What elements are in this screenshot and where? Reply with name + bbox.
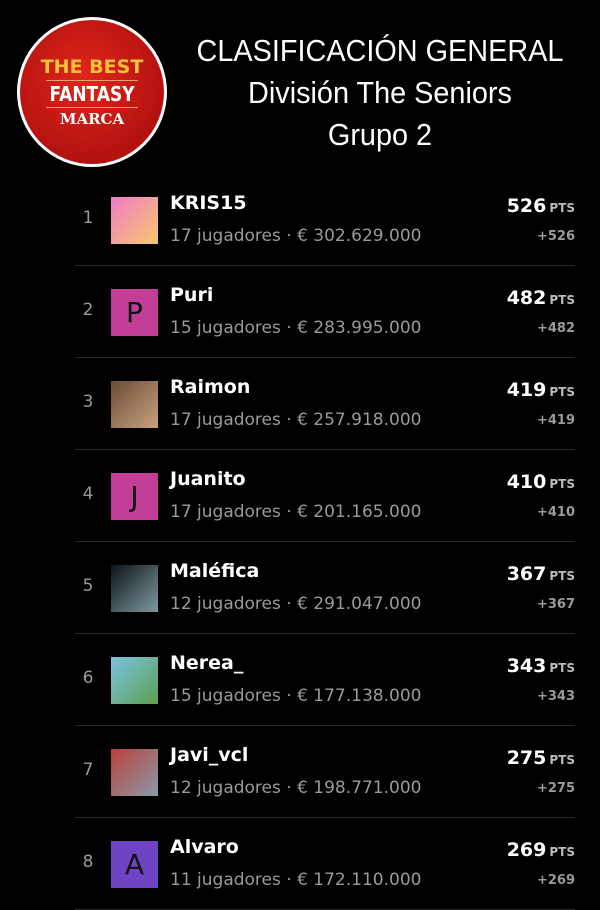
standings-row[interactable]: 6 Nerea_ 15 jugadores · € 177.138.000 34… xyxy=(75,634,575,726)
avatar: A xyxy=(111,841,158,888)
logo-line-2: FANTASY xyxy=(46,80,138,108)
points-delta: +343 xyxy=(536,689,575,704)
points-delta: +410 xyxy=(536,505,575,520)
team-meta: 15 jugadores · € 177.138.000 xyxy=(170,686,422,706)
team-name[interactable]: Maléfica xyxy=(170,560,260,582)
points: 275 PTS xyxy=(507,747,575,769)
team-name[interactable]: KRIS15 xyxy=(170,192,247,214)
rank-number: 4 xyxy=(82,484,94,504)
avatar: J xyxy=(111,473,158,520)
standings-row[interactable]: 2 P Puri 15 jugadores · € 283.995.000 48… xyxy=(75,266,575,358)
points-delta: +275 xyxy=(536,781,575,796)
points-value: 343 xyxy=(506,655,547,677)
points: 419 PTS xyxy=(507,379,575,401)
points-delta: +367 xyxy=(536,597,575,612)
team-name[interactable]: Nerea_ xyxy=(170,652,244,674)
rank-number: 7 xyxy=(82,760,94,780)
points-delta: +482 xyxy=(536,321,575,336)
rank-number: 5 xyxy=(82,576,94,596)
points-delta: +526 xyxy=(536,229,575,244)
team-meta: 17 jugadores · € 257.918.000 xyxy=(170,410,422,430)
team-name[interactable]: Juanito xyxy=(170,468,246,490)
standings-row[interactable]: 3 Raimon 17 jugadores · € 257.918.000 41… xyxy=(75,358,575,450)
points-value: 367 xyxy=(506,563,547,585)
standings-row[interactable]: 1 KRIS15 17 jugadores · € 302.629.000 52… xyxy=(75,174,575,266)
team-meta: 15 jugadores · € 283.995.000 xyxy=(170,318,422,338)
points: 410 PTS xyxy=(507,471,575,493)
team-name[interactable]: Alvaro xyxy=(170,836,239,858)
rank-number: 3 xyxy=(82,392,94,412)
points-value: 410 xyxy=(506,471,547,493)
points-unit: PTS xyxy=(549,201,575,215)
standings-row[interactable]: 5 Maléfica 12 jugadores · € 291.047.000 … xyxy=(75,542,575,634)
page-title: CLASIFICACIÓN GENERAL División The Senio… xyxy=(170,30,590,156)
team-meta: 17 jugadores · € 302.629.000 xyxy=(170,226,422,246)
avatar xyxy=(111,381,158,428)
team-name[interactable]: Puri xyxy=(170,284,214,306)
logo-line-1: THE BEST xyxy=(40,56,144,78)
points: 526 PTS xyxy=(507,195,575,217)
avatar xyxy=(111,657,158,704)
standings-list: 1 KRIS15 17 jugadores · € 302.629.000 52… xyxy=(75,174,575,910)
title-main: CLASIFICACIÓN GENERAL xyxy=(196,33,564,68)
points-unit: PTS xyxy=(549,293,575,307)
title-group: Grupo 2 xyxy=(327,117,433,152)
logo-line-3: MARCA xyxy=(59,110,125,128)
rank-number: 2 xyxy=(82,300,94,320)
avatar xyxy=(111,197,158,244)
points-unit: PTS xyxy=(549,661,575,675)
team-meta: 12 jugadores · € 291.047.000 xyxy=(170,594,422,614)
team-meta: 11 jugadores · € 172.110.000 xyxy=(170,870,422,890)
rank-number: 6 xyxy=(82,668,94,688)
rank-number: 8 xyxy=(82,852,94,872)
avatar xyxy=(111,749,158,796)
points-unit: PTS xyxy=(549,845,575,859)
team-meta: 17 jugadores · € 201.165.000 xyxy=(170,502,422,522)
points: 367 PTS xyxy=(507,563,575,585)
avatar: P xyxy=(111,289,158,336)
points-value: 526 xyxy=(506,195,547,217)
points-value: 269 xyxy=(506,839,547,861)
points: 482 PTS xyxy=(507,287,575,309)
standings-row[interactable]: 4 J Juanito 17 jugadores · € 201.165.000… xyxy=(75,450,575,542)
points-value: 275 xyxy=(506,747,547,769)
team-name[interactable]: Raimon xyxy=(170,376,251,398)
rank-number: 1 xyxy=(82,208,94,228)
points: 269 PTS xyxy=(507,839,575,861)
points: 343 PTS xyxy=(507,655,575,677)
standings-row[interactable]: 7 Javi_vcl 12 jugadores · € 198.771.000 … xyxy=(75,726,575,818)
points-value: 482 xyxy=(506,287,547,309)
points-unit: PTS xyxy=(549,477,575,491)
team-meta: 12 jugadores · € 198.771.000 xyxy=(170,778,422,798)
points-unit: PTS xyxy=(549,385,575,399)
the-best-fantasy-marca-logo: THE BEST FANTASY MARCA xyxy=(17,17,167,167)
standings-row[interactable]: 8 A Alvaro 11 jugadores · € 172.110.000 … xyxy=(75,818,575,910)
points-unit: PTS xyxy=(549,569,575,583)
avatar xyxy=(111,565,158,612)
points-value: 419 xyxy=(506,379,547,401)
points-delta: +269 xyxy=(536,873,575,888)
title-division: División The Seniors xyxy=(248,75,512,110)
points-delta: +419 xyxy=(536,413,575,428)
points-unit: PTS xyxy=(549,753,575,767)
team-name[interactable]: Javi_vcl xyxy=(170,744,249,766)
